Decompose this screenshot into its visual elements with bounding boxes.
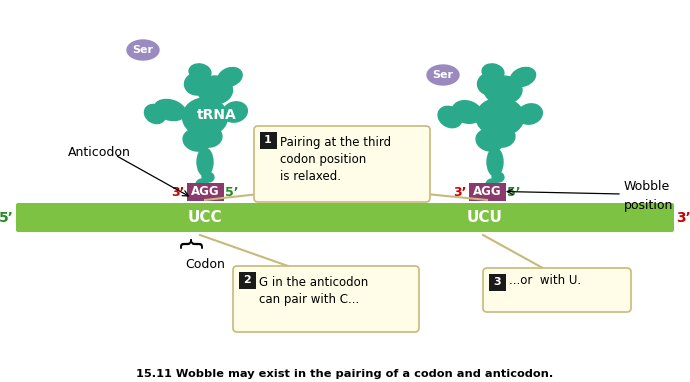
Ellipse shape [486,179,498,189]
Ellipse shape [198,127,222,147]
Ellipse shape [218,68,242,86]
FancyBboxPatch shape [469,183,506,201]
Ellipse shape [198,188,212,200]
Ellipse shape [196,179,208,189]
Ellipse shape [511,68,535,87]
Ellipse shape [184,73,210,95]
Ellipse shape [492,172,504,182]
Ellipse shape [155,99,186,120]
Text: Wobble
position: Wobble position [624,181,673,212]
Ellipse shape [476,129,504,151]
Ellipse shape [482,64,504,80]
Text: tRNA: tRNA [197,108,237,122]
Ellipse shape [491,127,515,147]
FancyBboxPatch shape [16,203,674,232]
Text: {: { [175,238,199,254]
Text: UCC: UCC [188,210,222,225]
Ellipse shape [518,104,542,124]
Ellipse shape [484,76,522,104]
FancyBboxPatch shape [233,266,419,332]
Ellipse shape [197,76,233,104]
Ellipse shape [427,65,459,85]
Text: 3’: 3’ [453,186,467,199]
Text: 15.11 Wobble may exist in the pairing of a codon and anticodon.: 15.11 Wobble may exist in the pairing of… [137,369,553,379]
Text: 5’: 5’ [0,210,14,225]
Ellipse shape [223,102,247,122]
Ellipse shape [202,172,214,182]
Ellipse shape [189,64,211,80]
Ellipse shape [182,98,228,136]
FancyBboxPatch shape [489,274,506,291]
Text: Codon: Codon [185,258,225,271]
Ellipse shape [144,104,166,123]
Ellipse shape [197,148,213,176]
FancyBboxPatch shape [239,272,256,289]
Ellipse shape [127,40,159,60]
Text: 3’: 3’ [676,210,690,225]
Text: 3’: 3’ [172,186,185,199]
Text: 5’: 5’ [225,186,239,199]
Text: Pairing at the third
codon position
is relaxed.: Pairing at the third codon position is r… [280,136,391,183]
FancyBboxPatch shape [483,268,631,312]
Ellipse shape [477,73,502,95]
Text: UCU: UCU [467,210,503,225]
Ellipse shape [488,188,502,200]
Text: 2: 2 [243,275,251,285]
Ellipse shape [438,106,462,128]
Text: Ser: Ser [132,45,153,55]
FancyBboxPatch shape [186,183,224,201]
Text: Anticodon: Anticodon [68,146,131,159]
FancyBboxPatch shape [260,132,277,149]
Ellipse shape [476,98,524,136]
Text: AGG: AGG [190,185,219,198]
Text: 3: 3 [493,277,501,287]
Text: Ser: Ser [433,70,453,80]
FancyBboxPatch shape [254,126,430,202]
Ellipse shape [487,148,503,176]
Ellipse shape [183,129,211,151]
Text: G in the anticodon
can pair with C...: G in the anticodon can pair with C... [259,276,368,306]
Ellipse shape [452,101,482,123]
Text: ...or  with U.: ...or with U. [509,275,581,288]
Text: 5’: 5’ [507,186,520,199]
Text: AGG: AGG [473,185,502,198]
Text: 1: 1 [264,135,272,145]
